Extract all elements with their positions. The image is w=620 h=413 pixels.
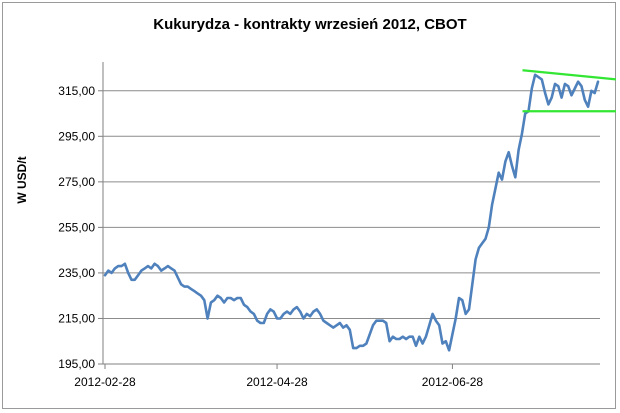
x-tick-label: 2012-02-28 xyxy=(74,375,136,389)
y-tick-label: 215,00 xyxy=(58,311,95,325)
y-tick-label: 255,00 xyxy=(58,220,95,234)
grid-lines xyxy=(102,62,600,365)
y-axis-ticks: 195,00 215,00 235,00 255,00 275,00 295,00 315,… xyxy=(58,84,103,371)
series-line-1 xyxy=(103,73,600,352)
chart-title: Kukurydza - kontrakty wrzesień 2012, CBO… xyxy=(153,16,467,33)
y-tick-label: 195,00 xyxy=(58,357,95,371)
x-tick-label: 2012-06-28 xyxy=(422,375,484,389)
trend-line-upper xyxy=(522,69,617,81)
y-tick-label: 315,00 xyxy=(58,84,95,98)
series-layer xyxy=(103,73,600,352)
y-tick-label: 295,00 xyxy=(58,129,95,143)
chart-frame xyxy=(2,2,616,409)
y-tick-label: 235,00 xyxy=(58,266,95,280)
trend-lines xyxy=(522,69,617,113)
y-tick-label: 275,00 xyxy=(58,175,95,189)
x-tick-label: 2012-04-28 xyxy=(246,375,308,389)
x-axis-ticks: 2012-02-28 2012-04-28 2012-06-28 xyxy=(74,364,483,389)
